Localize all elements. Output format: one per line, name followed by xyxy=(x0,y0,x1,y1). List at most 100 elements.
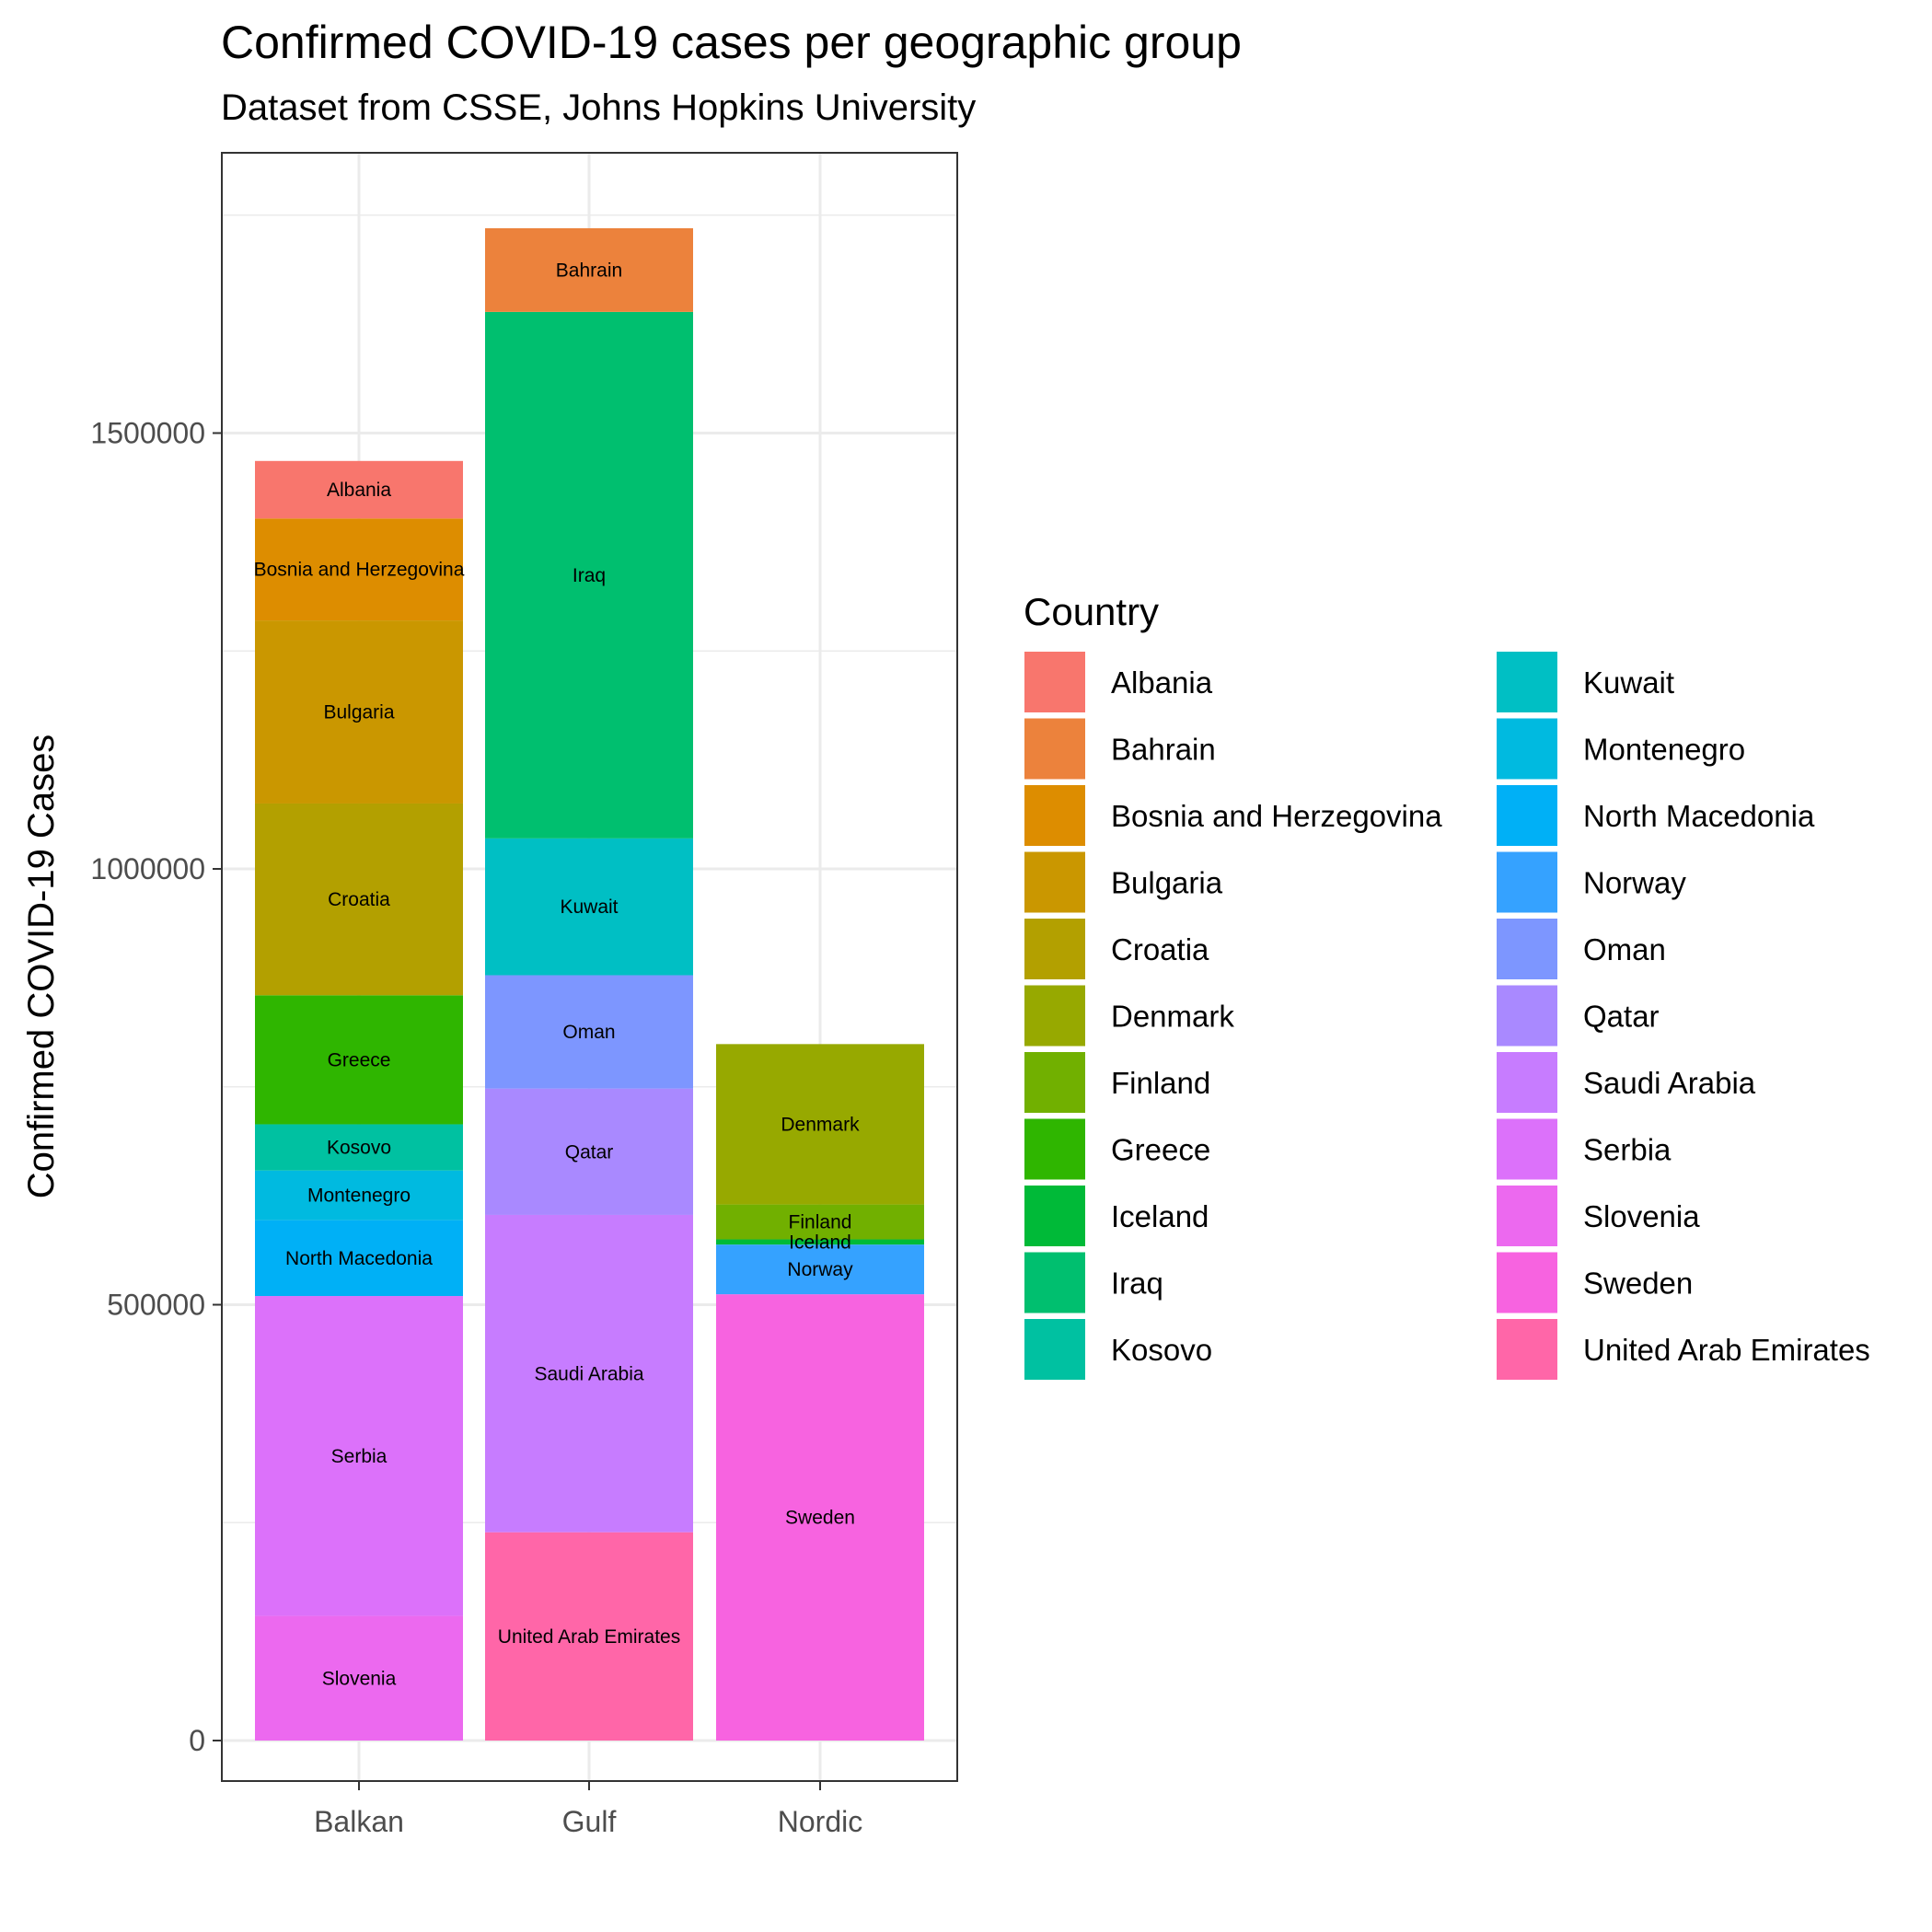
y-axis-title: Confirmed COVID-19 Cases xyxy=(21,735,62,1199)
bar-label: Denmark xyxy=(781,1114,860,1135)
chart-subtitle: Dataset from CSSE, Johns Hopkins Univers… xyxy=(221,87,976,128)
legend-key xyxy=(1023,650,1087,714)
legend-key xyxy=(1495,1317,1559,1382)
legend-key xyxy=(1495,983,1559,1048)
bars xyxy=(255,227,924,1741)
legend-label: Kosovo xyxy=(1111,1333,1212,1367)
legend-label: Slovenia xyxy=(1583,1199,1700,1233)
legend-label: Bulgaria xyxy=(1111,866,1223,900)
bar-segment-saudi-arabia xyxy=(485,1214,693,1533)
bar-label: Norway xyxy=(787,1259,853,1280)
legend: Albania Bahrain Bosnia and Herzegovina Bulg… xyxy=(1023,650,1870,1382)
y-tick-label: 1000000 xyxy=(90,852,205,885)
legend-label: Albania xyxy=(1111,665,1213,700)
legend-label: Finland xyxy=(1111,1066,1210,1100)
bar-label: North Macedonia xyxy=(285,1248,433,1269)
bar-segment-united-arab-emirates xyxy=(485,1532,693,1741)
bar-label: Bosnia and Herzegovina xyxy=(254,560,465,581)
bar-label: Kuwait xyxy=(560,897,618,918)
x-tick-label: Gulf xyxy=(562,1805,617,1838)
bar-segment-finland xyxy=(716,1204,924,1240)
bar-segment-croatia xyxy=(255,803,463,996)
legend-key xyxy=(1023,1116,1087,1182)
legend-key xyxy=(1495,650,1559,714)
bar-label: Albania xyxy=(327,480,391,501)
legend-key xyxy=(1023,1050,1087,1115)
legend-key xyxy=(1495,1184,1559,1248)
legend-label: Montenegro xyxy=(1583,733,1745,767)
legend-key xyxy=(1495,783,1559,848)
bar-segment-iceland xyxy=(716,1239,924,1245)
legend-key xyxy=(1023,1317,1087,1382)
bar-segment-kuwait xyxy=(485,838,693,976)
bar-segment-montenegro xyxy=(255,1170,463,1221)
y-tick-label: 0 xyxy=(189,1724,205,1757)
bar-label: Qatar xyxy=(565,1141,614,1163)
legend-key xyxy=(1495,1116,1559,1182)
x-axis: Balkan Gulf Nordic xyxy=(314,1781,862,1838)
legend-key xyxy=(1023,716,1087,781)
bar-label: Kosovo xyxy=(327,1138,391,1159)
legend-label: Bosnia and Herzegovina xyxy=(1111,799,1442,833)
bar-labels: Slovenia Serbia North Macedonia Montenegro K… xyxy=(254,260,861,1689)
legend-label: Iceland xyxy=(1111,1199,1209,1233)
bar-segment-kosovo xyxy=(255,1124,463,1171)
legend-label: Greece xyxy=(1111,1133,1210,1167)
bar-label: Finland xyxy=(789,1212,852,1233)
bar-segment-iraq xyxy=(485,311,693,839)
bar-label: Montenegro xyxy=(307,1186,411,1207)
bar-segment-qatar xyxy=(485,1088,693,1215)
legend-label: Sweden xyxy=(1583,1267,1693,1301)
bar-label: Bulgaria xyxy=(323,702,394,723)
bar-segment-north-macedonia xyxy=(255,1220,463,1297)
legend-label: Bahrain xyxy=(1111,733,1216,767)
legend-label: Iraq xyxy=(1111,1267,1163,1301)
legend-label: Serbia xyxy=(1583,1133,1672,1167)
legend-key xyxy=(1495,1250,1559,1315)
bar-segment-albania xyxy=(255,460,463,519)
legend-label: North Macedonia xyxy=(1583,799,1815,833)
legend-key xyxy=(1023,783,1087,848)
y-axis: 0 500000 1000000 1500000 xyxy=(90,417,222,1757)
bar-segment-denmark xyxy=(716,1044,924,1205)
bar-label: United Arab Emirates xyxy=(498,1626,680,1648)
bar-label: Slovenia xyxy=(322,1668,397,1689)
bar-segment-oman xyxy=(485,975,693,1089)
bar-label: Iraq xyxy=(573,565,606,586)
bar-segment-bahrain xyxy=(485,227,693,312)
bar-segment-bosnia-and-herzegovina xyxy=(255,518,463,621)
legend-key xyxy=(1495,1050,1559,1115)
legend-label: United Arab Emirates xyxy=(1583,1333,1870,1367)
chart-title: Confirmed COVID-19 cases per geographic … xyxy=(221,17,1242,68)
legend-label: Oman xyxy=(1583,932,1666,966)
legend-key xyxy=(1495,850,1559,915)
y-tick-label: 1500000 xyxy=(90,417,205,450)
legend-key xyxy=(1495,917,1559,981)
bar-segment-serbia xyxy=(255,1296,463,1616)
legend-label: Denmark xyxy=(1111,1000,1234,1034)
bar-label: Greece xyxy=(328,1049,391,1070)
y-tick-label: 500000 xyxy=(107,1289,205,1322)
bar-label: Croatia xyxy=(328,889,390,910)
bar-label: Saudi Arabia xyxy=(534,1363,643,1384)
legend-label: Qatar xyxy=(1583,1000,1660,1034)
legend-key xyxy=(1023,1184,1087,1248)
legend-key xyxy=(1023,850,1087,915)
bar-segment-greece xyxy=(255,995,463,1125)
legend-key xyxy=(1023,917,1087,981)
bar-segment-norway xyxy=(716,1244,924,1295)
legend-label: Saudi Arabia xyxy=(1583,1066,1756,1100)
legend-title: Country xyxy=(1024,590,1159,633)
legend-label: Norway xyxy=(1583,866,1686,900)
bar-label: Serbia xyxy=(331,1446,388,1467)
bar-label: Sweden xyxy=(785,1508,855,1529)
legend-key xyxy=(1023,983,1087,1048)
bar-segment-bulgaria xyxy=(255,620,463,804)
bar-label: Bahrain xyxy=(556,260,622,281)
bar-segment-slovenia xyxy=(255,1615,463,1741)
legend-label: Kuwait xyxy=(1583,665,1674,700)
legend-key xyxy=(1023,1250,1087,1315)
legend-key xyxy=(1495,716,1559,781)
bar-label: Iceland xyxy=(789,1232,851,1253)
